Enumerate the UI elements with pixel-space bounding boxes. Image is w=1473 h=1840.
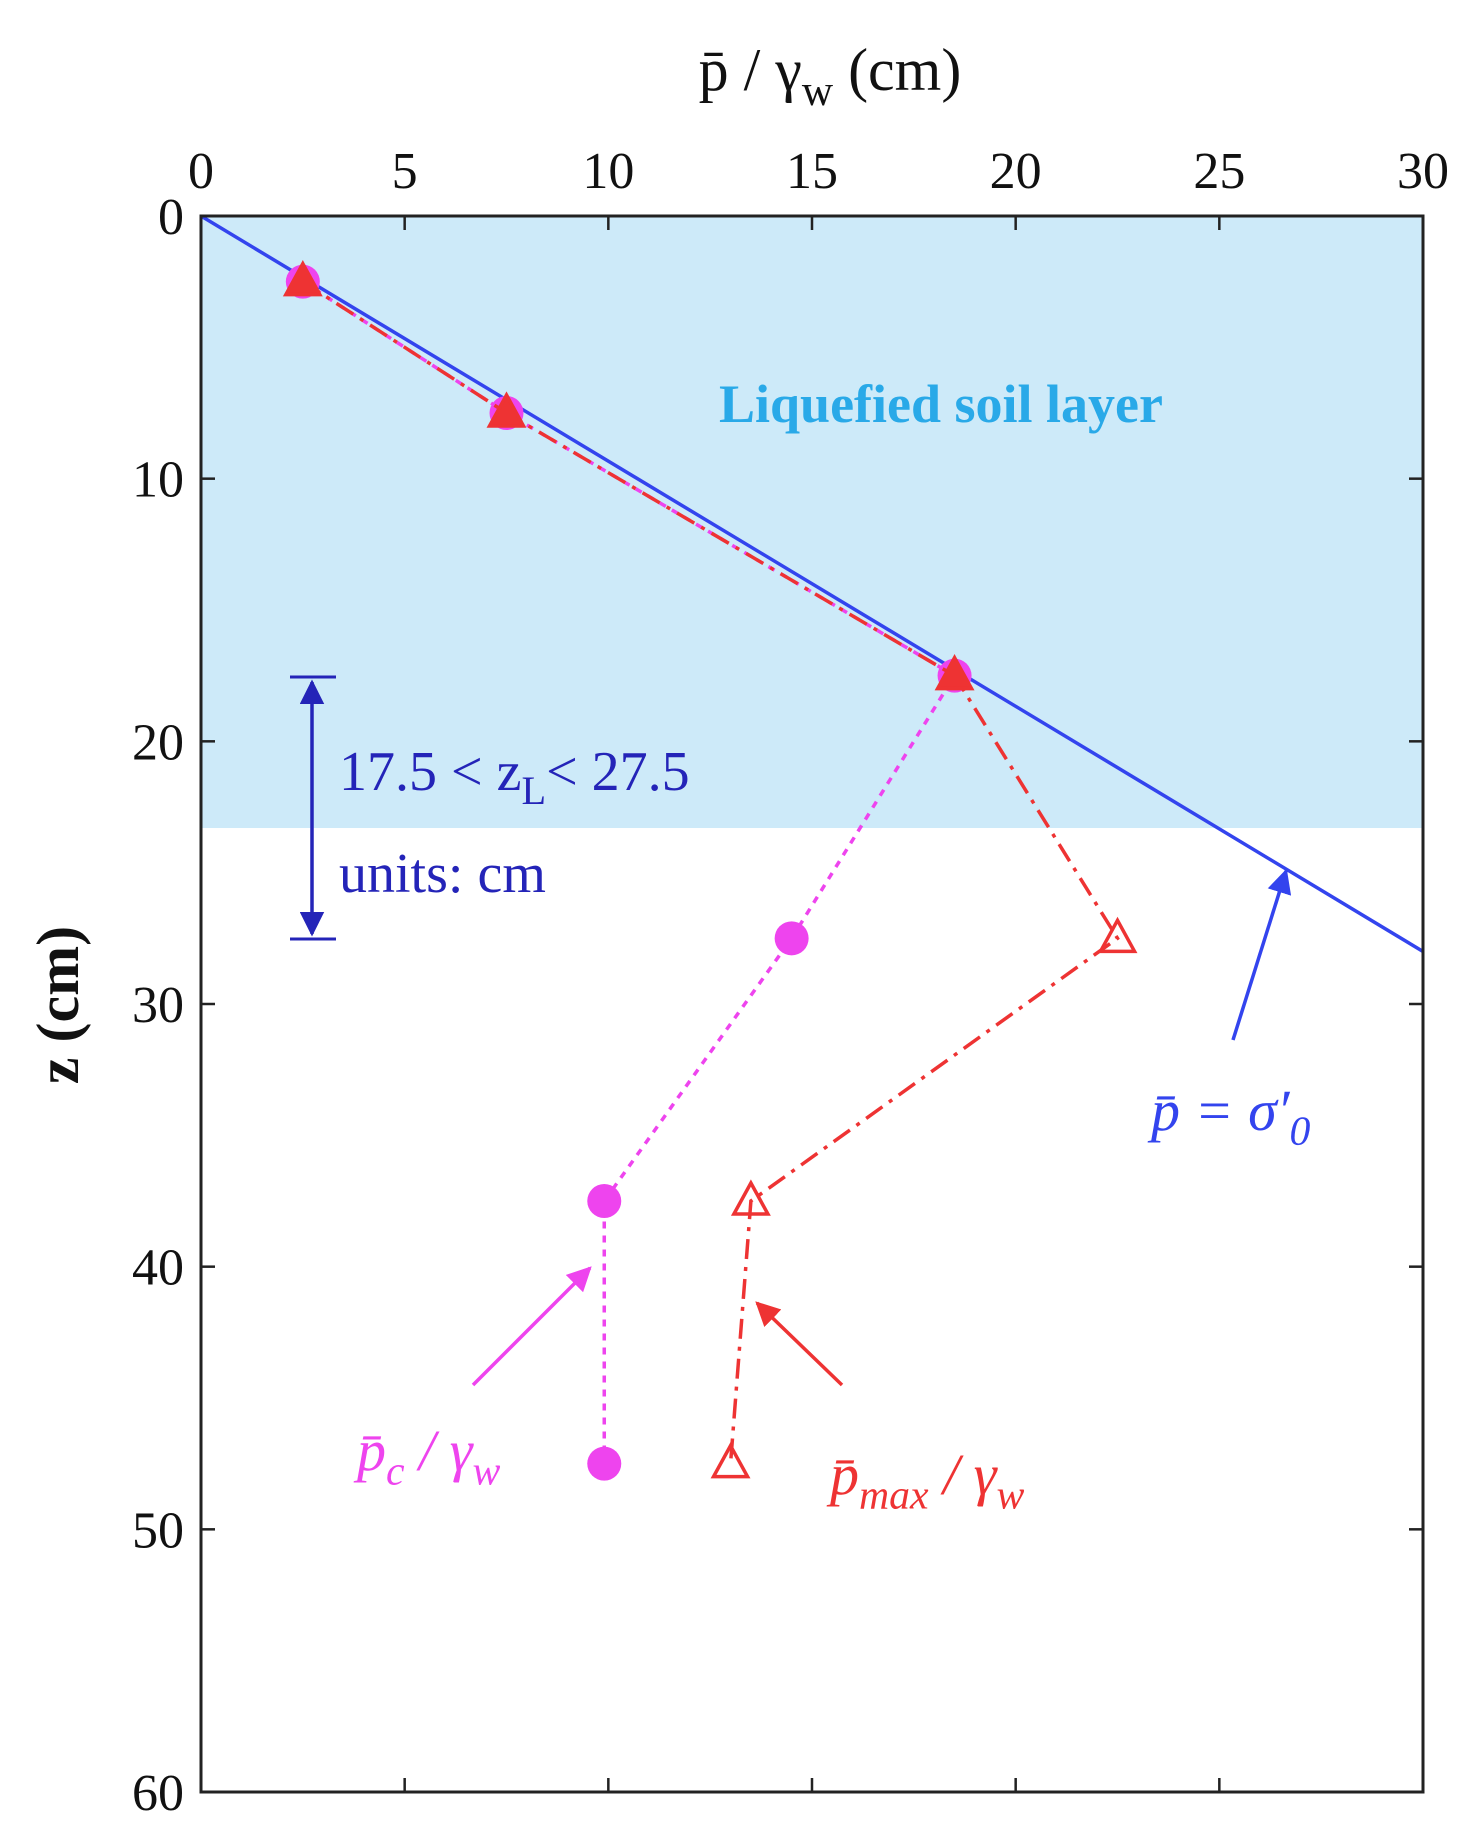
units-text: units: cm bbox=[339, 843, 546, 905]
series-label-part: / γ bbox=[929, 1442, 999, 1507]
y-tick-label: 10 bbox=[132, 452, 184, 509]
y-tick-label: 30 bbox=[132, 977, 184, 1034]
point bbox=[587, 1446, 622, 1481]
y-tick-label: 60 bbox=[132, 1765, 184, 1822]
series-label: p̄ = σ′0 bbox=[1147, 1078, 1310, 1155]
label-arrow bbox=[1231, 868, 1292, 1041]
series-line bbox=[301, 280, 1120, 1464]
series-label-part: c bbox=[386, 1449, 405, 1495]
point bbox=[587, 1184, 622, 1218]
liquefied-layer bbox=[201, 216, 1423, 829]
x-axis-label: p̄ / γw (cm) bbox=[699, 37, 962, 115]
series-label-part: w bbox=[473, 1449, 501, 1495]
x-axis-label-part: p̄ / γ bbox=[699, 37, 802, 103]
series-label-part: p̄ = σ′ bbox=[1147, 1078, 1291, 1143]
series-label: p̄max / γw bbox=[826, 1442, 1025, 1519]
x-axis-label-part: w bbox=[802, 68, 833, 115]
y-tick-label: 40 bbox=[132, 1240, 184, 1297]
label-arrow bbox=[471, 1266, 592, 1387]
y-tick-label: 0 bbox=[158, 189, 184, 246]
point bbox=[730, 1179, 771, 1216]
layer-label: Liquefied soil layer bbox=[719, 374, 1163, 434]
range-text-part: 17.5 < z bbox=[339, 741, 521, 803]
x-tick-label: 0 bbox=[188, 143, 214, 200]
label-arrow bbox=[755, 1301, 844, 1387]
point bbox=[282, 260, 323, 297]
range-text: 17.5 < zL< 27.5 bbox=[339, 741, 690, 813]
series-label-part: p̄ bbox=[353, 1418, 386, 1483]
y-tick-label: 20 bbox=[132, 714, 184, 771]
x-tick-label: 10 bbox=[582, 143, 634, 200]
point bbox=[486, 391, 527, 428]
x-tick-label: 20 bbox=[990, 143, 1042, 200]
series-label-part: 0 bbox=[1289, 1109, 1310, 1155]
series-label-part: / γ bbox=[405, 1418, 475, 1483]
y-axis-label: z (cm) bbox=[25, 926, 91, 1084]
range-text-part: L bbox=[521, 768, 546, 813]
series-label: p̄c / γw bbox=[353, 1418, 501, 1495]
y-tick-label: 50 bbox=[132, 1502, 184, 1559]
point bbox=[710, 1442, 751, 1479]
x-tick-label: 30 bbox=[1397, 143, 1449, 200]
series-label-part: w bbox=[997, 1473, 1025, 1519]
x-axis-label-part: (cm) bbox=[833, 37, 961, 103]
x-tick-label: 5 bbox=[392, 143, 418, 200]
point bbox=[1097, 916, 1138, 954]
range-text-part: < 27.5 bbox=[546, 741, 690, 803]
series-label-part: max bbox=[859, 1473, 929, 1519]
series-label-part: p̄ bbox=[826, 1442, 859, 1507]
x-tick-label: 25 bbox=[1193, 143, 1245, 200]
series-line bbox=[200, 214, 1424, 953]
x-tick-label: 15 bbox=[786, 143, 838, 200]
point bbox=[934, 654, 975, 691]
point bbox=[774, 921, 809, 956]
